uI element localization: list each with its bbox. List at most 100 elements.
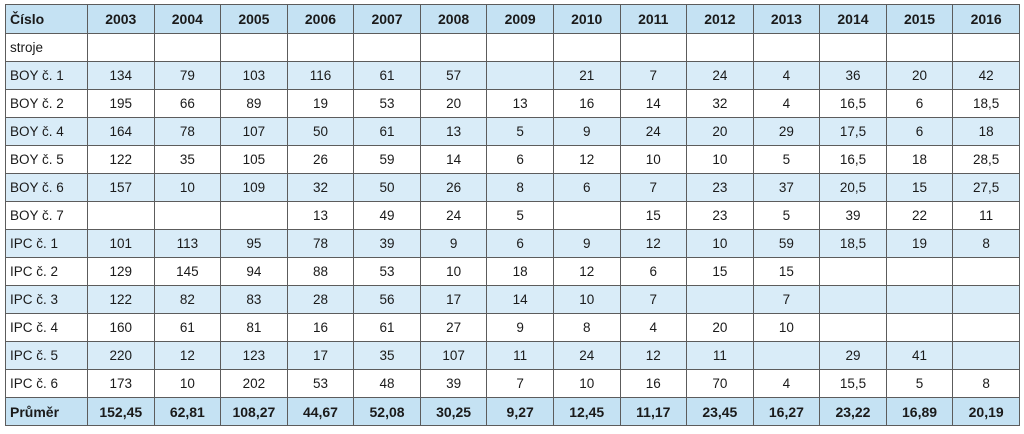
table-header-row: Číslo 2003 2004 2005 2006 2007 2008 2009 2010 201… bbox=[5, 4, 1020, 34]
table-cell: 57 bbox=[419, 61, 488, 90]
table-cell: 23 bbox=[686, 201, 754, 230]
table-cell: 35 bbox=[353, 341, 421, 370]
table-cell bbox=[952, 341, 1020, 370]
row-label: IPC č. 4 bbox=[5, 313, 88, 342]
table-cell: 6 bbox=[552, 173, 621, 202]
table-cell bbox=[885, 313, 954, 342]
header-year-2010: 2010 bbox=[552, 4, 621, 34]
table-cell: 21 bbox=[552, 61, 621, 90]
table-cell: 101 bbox=[87, 229, 155, 258]
table-cell: 61 bbox=[353, 313, 421, 342]
table-row: BOY č. 5 122 35 105 26 59 14 6 12 10 10 5 16,5 18 28,5 bbox=[5, 145, 1020, 174]
header-year-2015: 2015 bbox=[885, 4, 954, 34]
table-cell: 19 bbox=[885, 229, 954, 258]
table-cell: 81 bbox=[220, 313, 288, 342]
table-cell bbox=[552, 33, 621, 62]
table-cell: 12 bbox=[619, 229, 688, 258]
table-cell: 11 bbox=[686, 341, 754, 370]
table-cell: 8 bbox=[952, 229, 1020, 258]
table-cell: 88 bbox=[286, 257, 355, 286]
table-cell: 10 bbox=[552, 369, 621, 398]
table-cell: 10 bbox=[686, 229, 754, 258]
table-row: IPC č. 2 129 145 94 88 53 10 18 12 6 15 15 bbox=[5, 257, 1020, 286]
table-cell: 9 bbox=[552, 117, 621, 146]
table-cell bbox=[752, 341, 821, 370]
table-cell: 53 bbox=[353, 89, 421, 118]
table-cell: 20,5 bbox=[819, 173, 887, 202]
row-label: BOY č. 1 bbox=[5, 61, 88, 90]
table-cell bbox=[752, 33, 821, 62]
table-cell: 6 bbox=[486, 229, 554, 258]
table-cell: 122 bbox=[87, 285, 155, 314]
table-cell: 39 bbox=[819, 201, 887, 230]
table-cell: 5 bbox=[752, 201, 821, 230]
table-cell: 173 bbox=[87, 369, 155, 398]
average-cell: 11,17 bbox=[619, 397, 688, 426]
table-cell: 39 bbox=[353, 229, 421, 258]
row-label: IPC č. 3 bbox=[5, 285, 88, 314]
table-cell bbox=[220, 33, 288, 62]
header-year-2004: 2004 bbox=[153, 4, 222, 34]
table-cell: 28,5 bbox=[952, 145, 1020, 174]
table-cell: 49 bbox=[353, 201, 421, 230]
table-cell bbox=[87, 201, 155, 230]
average-cell: 30,25 bbox=[419, 397, 488, 426]
table-row: IPC č. 3 122 82 83 28 56 17 14 10 7 7 bbox=[5, 285, 1020, 314]
table-cell: 29 bbox=[819, 341, 887, 370]
machine-data-table: Číslo 2003 2004 2005 2006 2007 2008 2009 2010 201… bbox=[5, 4, 1020, 426]
table-cell: 10 bbox=[419, 257, 488, 286]
table-cell: 15,5 bbox=[819, 369, 887, 398]
table-cell: 66 bbox=[153, 89, 222, 118]
table-cell bbox=[819, 257, 887, 286]
table-cell: 20 bbox=[686, 117, 754, 146]
header-year-2009: 2009 bbox=[486, 4, 554, 34]
table-row: BOY č. 7 13 49 24 5 15 23 5 39 22 11 bbox=[5, 201, 1020, 230]
table-cell: 220 bbox=[87, 341, 155, 370]
header-year-2016: 2016 bbox=[952, 4, 1020, 34]
table-cell: 24 bbox=[552, 341, 621, 370]
table-cell: 27 bbox=[419, 313, 488, 342]
table-cell: 17 bbox=[419, 285, 488, 314]
table-cell bbox=[153, 33, 222, 62]
average-cell: 23,22 bbox=[819, 397, 887, 426]
table-cell: 129 bbox=[87, 257, 155, 286]
table-cell bbox=[552, 201, 621, 230]
machine-data-table-container: Číslo 2003 2004 2005 2006 2007 2008 2009 2010 201… bbox=[5, 4, 1020, 426]
table-cell: 61 bbox=[153, 313, 222, 342]
table-cell: 7 bbox=[619, 285, 688, 314]
table-cell: 22 bbox=[885, 201, 954, 230]
table-cell: 7 bbox=[486, 369, 554, 398]
table-row: BOY č. 1 134 79 103 116 61 57 21 7 24 4 36 20 42 bbox=[5, 61, 1020, 90]
table-cell: 26 bbox=[419, 173, 488, 202]
table-cell bbox=[286, 33, 355, 62]
header-year-2006: 2006 bbox=[286, 4, 355, 34]
row-label: BOY č. 7 bbox=[5, 201, 88, 230]
average-cell: 16,27 bbox=[752, 397, 821, 426]
table-cell: 17,5 bbox=[819, 117, 887, 146]
table-cell: 15 bbox=[619, 201, 688, 230]
table-cell: 113 bbox=[153, 229, 222, 258]
table-cell: 61 bbox=[353, 117, 421, 146]
table-cell: 16 bbox=[552, 89, 621, 118]
table-cell: 122 bbox=[87, 145, 155, 174]
table-cell: 10 bbox=[153, 369, 222, 398]
table-cell: 7 bbox=[619, 173, 688, 202]
table-cell: 89 bbox=[220, 89, 288, 118]
table-cell: 26 bbox=[286, 145, 355, 174]
row-label: IPC č. 1 bbox=[5, 229, 88, 258]
table-cell: 5 bbox=[885, 369, 954, 398]
table-cell: 116 bbox=[286, 61, 355, 90]
table-cell: 78 bbox=[153, 117, 222, 146]
table-cell: 11 bbox=[952, 201, 1020, 230]
table-cell: 18 bbox=[885, 145, 954, 174]
table-cell: 12 bbox=[153, 341, 222, 370]
table-cell bbox=[885, 257, 954, 286]
table-cell bbox=[353, 33, 421, 62]
table-cell: 18 bbox=[486, 257, 554, 286]
table-cell: 13 bbox=[419, 117, 488, 146]
table-cell bbox=[686, 33, 754, 62]
table-cell bbox=[952, 285, 1020, 314]
table-cell: 20 bbox=[885, 61, 954, 90]
table-cell bbox=[153, 201, 222, 230]
table-cell bbox=[952, 313, 1020, 342]
